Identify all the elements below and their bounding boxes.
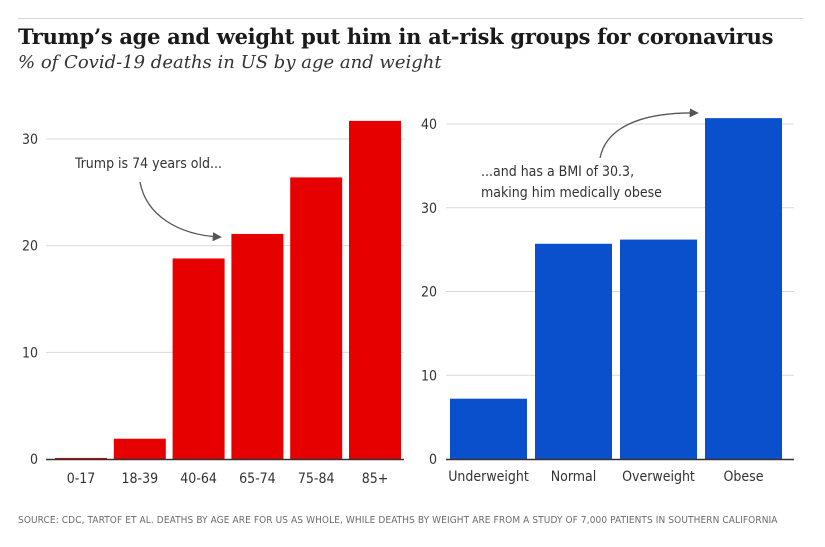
y-tick-label: 0 bbox=[30, 452, 38, 468]
bar-normal bbox=[535, 243, 612, 459]
bar-75-84 bbox=[290, 177, 343, 459]
weight-chart: 0 10 20 30 40 Underweight Normal Overweight Obes… bbox=[421, 108, 794, 485]
annotation-arrow bbox=[599, 108, 699, 159]
x-tick-label: 18-39 bbox=[122, 471, 159, 487]
y-tick-label: 10 bbox=[22, 345, 38, 361]
x-tick-label: 85+ bbox=[362, 471, 389, 487]
y-tick-label: 40 bbox=[421, 117, 437, 133]
bar-40-64 bbox=[172, 258, 225, 459]
x-tick-label: 40-64 bbox=[180, 471, 217, 487]
y-tick-label: 20 bbox=[22, 239, 38, 255]
bar-18-39 bbox=[113, 438, 166, 459]
y-tick-label: 30 bbox=[421, 201, 437, 217]
bar-85- bbox=[349, 120, 401, 459]
age-chart: 0 10 20 30 0-17 18-39 40-64 65-74 75-84 85+ Trump … bbox=[22, 120, 404, 487]
x-tick-label: Normal bbox=[551, 469, 597, 485]
bar-underweight bbox=[450, 398, 527, 459]
bar-obese bbox=[705, 118, 782, 459]
x-tick-label: 65-74 bbox=[239, 471, 276, 487]
x-tick-label: 0-17 bbox=[67, 471, 96, 487]
top-divider bbox=[18, 18, 803, 19]
annotation-text: Trump is 74 years old... bbox=[74, 156, 222, 172]
source-note: SOURCE: CDC, TARTOF ET AL. DEATHS BY AGE… bbox=[18, 515, 778, 526]
chart-subtitle: % of Covid-19 deaths in US by age and we… bbox=[18, 52, 442, 73]
annotation-arrow bbox=[139, 181, 222, 242]
y-tick-label: 0 bbox=[429, 452, 437, 468]
bar-0-17 bbox=[55, 457, 107, 459]
y-tick-label: 10 bbox=[421, 368, 437, 384]
x-tick-label: Overweight bbox=[622, 469, 695, 485]
x-tick-label: 75-84 bbox=[298, 471, 335, 487]
annotation-text-line-2: making him medically obese bbox=[481, 185, 662, 201]
annotation-text-line-1: ...and has a BMI of 30.3, bbox=[481, 164, 634, 180]
y-tick-label: 30 bbox=[22, 132, 38, 148]
x-tick-label: Underweight bbox=[448, 469, 529, 485]
bar-65-74 bbox=[231, 233, 284, 459]
y-tick-label: 20 bbox=[421, 285, 437, 301]
bar-overweight bbox=[620, 239, 697, 459]
x-tick-label: Obese bbox=[724, 469, 764, 485]
chart-title: Trump’s age and weight put him in at-ris… bbox=[18, 24, 774, 49]
